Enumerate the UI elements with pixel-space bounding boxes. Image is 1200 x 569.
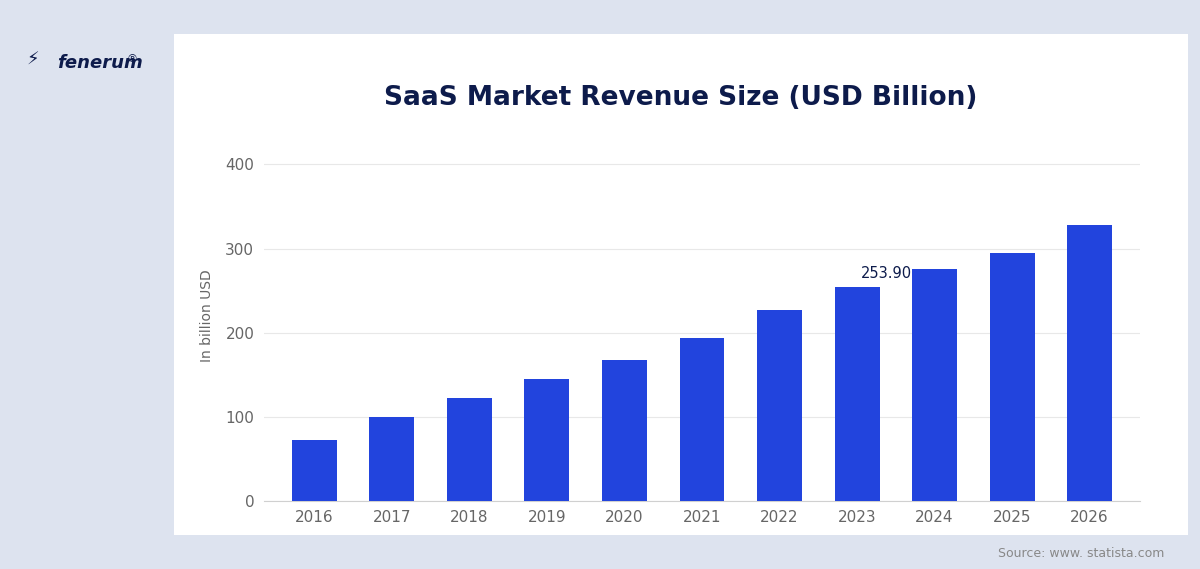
- Bar: [524, 379, 570, 501]
- Bar: [990, 253, 1034, 501]
- Text: SaaS Market Revenue Size (USD Billion): SaaS Market Revenue Size (USD Billion): [384, 85, 978, 112]
- Bar: [757, 310, 802, 501]
- FancyBboxPatch shape: [154, 24, 1200, 545]
- Bar: [912, 269, 958, 501]
- Text: fenerum: fenerum: [58, 54, 143, 72]
- Text: ®: ®: [126, 54, 137, 64]
- Text: 253.90: 253.90: [860, 266, 912, 282]
- Text: Source: www. statista.com: Source: www. statista.com: [997, 547, 1164, 560]
- Bar: [446, 398, 492, 501]
- Bar: [834, 287, 880, 501]
- Bar: [1067, 225, 1112, 501]
- Y-axis label: In billion USD: In billion USD: [200, 269, 214, 362]
- Bar: [679, 339, 725, 501]
- Text: ⚡: ⚡: [26, 51, 40, 69]
- Bar: [370, 417, 414, 501]
- Bar: [292, 440, 337, 501]
- Bar: [602, 360, 647, 501]
